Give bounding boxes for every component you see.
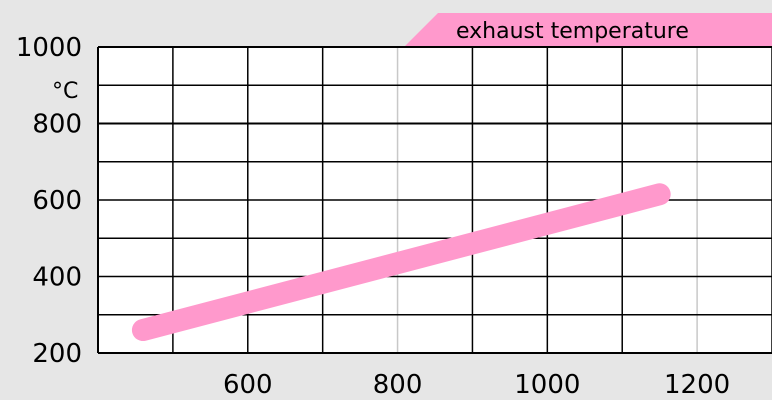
chart-title: exhaust temperature: [456, 19, 689, 44]
y-tick-label-1000: 1000: [16, 33, 82, 63]
chart-title-tab: [404, 13, 772, 47]
x-tick-label-1000: 1000: [514, 370, 580, 400]
x-tick-label-600: 600: [223, 370, 273, 400]
y-tick-label-200: 200: [32, 339, 82, 369]
y-tick-label-600: 600: [32, 186, 82, 216]
tick-labels: 200 400 600 800 1000 600 800 1000 1200: [16, 33, 730, 400]
y-tick-label-800: 800: [32, 110, 82, 140]
x-tick-label-800: 800: [373, 370, 423, 400]
series-layer: [131, 183, 671, 342]
grid-lines: [98, 47, 772, 353]
x-tick-label-1200: 1200: [664, 370, 730, 400]
series-line-1: [131, 183, 671, 342]
y-tick-label-400: 400: [32, 263, 82, 293]
y-axis-unit-label: °C: [52, 79, 78, 104]
axes: [97, 46, 772, 354]
